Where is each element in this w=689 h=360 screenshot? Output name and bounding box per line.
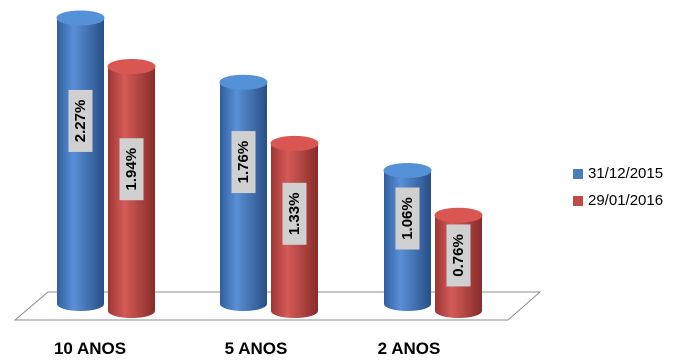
bar-1-1-label-box <box>68 89 93 152</box>
bar-2-2: 1.33% <box>270 135 319 318</box>
bar-1-2-value-label: 1.76% <box>235 141 252 184</box>
bar-2-3-value-label: 0.76% <box>450 234 467 277</box>
bar-2-1-value-label: 1.94% <box>123 148 140 191</box>
bar-1-1-body <box>57 17 104 311</box>
category-label-3: 2 ANOS <box>378 339 441 358</box>
bar-1-2-body <box>220 82 267 312</box>
bar-2-3-top <box>434 207 483 223</box>
bar-2-2-value-label: 1.33% <box>286 193 303 236</box>
bar-2-2-top <box>270 135 319 151</box>
bar-1-2-label-box <box>231 131 256 194</box>
bar-1-3-top <box>383 162 432 178</box>
category-label-1: 10 ANOS <box>54 339 126 358</box>
bar-1-2-top <box>219 74 268 90</box>
bar-1-1: 2.27% <box>56 10 105 311</box>
legend-swatch-series-1 <box>573 168 583 179</box>
bars-group: 2.27% 1.94% 1.76% 1.33% 1.06% 0.76% <box>56 10 483 318</box>
bar-1-3: 1.06% <box>383 162 432 311</box>
bar-2-1: 1.94% <box>107 59 156 318</box>
bar-2-2-label-box <box>282 182 307 245</box>
category-label-2: 5 ANOS <box>225 339 288 358</box>
category-labels: 10 ANOS 5 ANOS 2 ANOS <box>54 339 440 358</box>
bar-1-3-label-box <box>395 187 420 250</box>
bar-2-3-label-box <box>446 224 471 287</box>
bar-1-3-value-label: 1.06% <box>399 197 416 240</box>
bar-1-1-value-label: 2.27% <box>72 100 89 143</box>
legend-item-series-2: 29/01/2016 <box>573 187 663 214</box>
bar-2-1-top <box>107 59 156 75</box>
bar-2-3: 0.76% <box>434 207 483 318</box>
legend-label-series-2: 29/01/2016 <box>588 192 664 209</box>
bar-2-1-label-box <box>119 138 144 201</box>
bar-1-2: 1.76% <box>219 74 268 312</box>
legend-swatch-series-2 <box>573 195 583 206</box>
legend-label-series-1: 31/12/2015 <box>588 165 664 182</box>
legend-item-series-1: 31/12/2015 <box>573 160 663 187</box>
legend: 31/12/2015 29/01/2016 <box>573 160 663 214</box>
bar-1-1-top <box>56 10 105 26</box>
